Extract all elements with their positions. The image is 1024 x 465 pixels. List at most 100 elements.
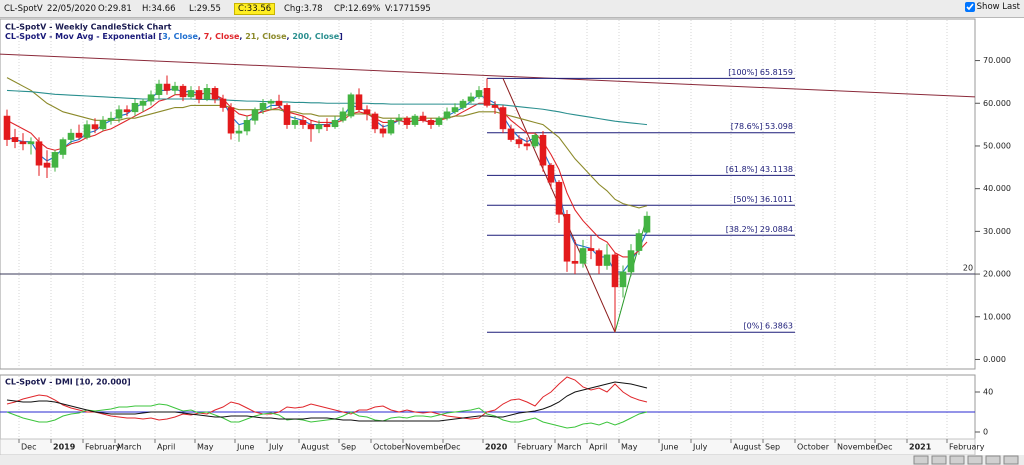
legend-bracket: ] <box>339 32 343 41</box>
bar-high: H:34.66 <box>142 4 176 14</box>
candle-body <box>379 128 387 134</box>
candle-body <box>483 88 491 106</box>
candle-body <box>427 120 435 125</box>
candle-body <box>363 109 371 115</box>
dmi-panel <box>0 374 976 440</box>
candle-body <box>203 88 211 100</box>
candle-body <box>243 120 251 132</box>
candle-body <box>267 100 275 104</box>
chart-title: CL-SpotV - Weekly CandleStick Chart <box>5 23 172 32</box>
candle-body <box>627 250 635 273</box>
price-panel <box>0 18 976 370</box>
candle-body <box>419 115 427 121</box>
fib-label: [61.8%] 43.1138 <box>726 165 793 174</box>
status-bar <box>0 455 1024 465</box>
x-tick-label: February <box>517 443 553 452</box>
show-last[interactable]: Show Last <box>964 2 1020 12</box>
candle-body <box>251 109 259 121</box>
x-tick-label: Dec <box>877 443 892 452</box>
x-tick-label: Dec <box>445 443 460 452</box>
nav-button[interactable] <box>985 455 1001 465</box>
candle-body <box>99 120 107 130</box>
candle-body <box>531 134 539 147</box>
legend-entry: 200, Close <box>292 32 339 41</box>
x-tick-label: March <box>557 443 581 452</box>
y-tick-label: 70.000 <box>983 56 1011 65</box>
x-tick-label: October <box>797 443 830 452</box>
bar-change-pct: CP:12.69% <box>334 4 381 14</box>
bar-low: L:29.55 <box>189 4 221 14</box>
fib-label: [100%] 65.8159 <box>728 68 793 77</box>
candle-body <box>547 164 555 183</box>
y-tick-label: 40.000 <box>983 184 1011 193</box>
x-tick-label: June <box>660 443 679 452</box>
candle-body <box>475 90 483 98</box>
legend-bracket: [ <box>156 32 163 41</box>
nav-button[interactable] <box>913 455 929 465</box>
candle-body <box>195 90 203 100</box>
candle-body <box>499 107 507 130</box>
candle-body <box>283 105 291 125</box>
dmi-line <box>6 403 648 429</box>
candle-body <box>171 85 179 91</box>
candle-body <box>507 128 515 140</box>
candle-body <box>91 124 99 130</box>
y-tick-label: 60.000 <box>983 99 1011 108</box>
x-tick-label: 2020 <box>485 443 508 452</box>
nav-button[interactable] <box>949 455 965 465</box>
dmi-title: CL-SpotV - DMI [10, 20.000] <box>5 378 131 387</box>
candle-body <box>299 120 307 125</box>
nav-button[interactable] <box>1003 455 1019 465</box>
candle-body <box>259 102 267 110</box>
legend-title: CL-SpotV - Mov Avg - Exponential <box>5 32 156 41</box>
candle-body <box>395 117 403 121</box>
candle-body <box>123 109 131 113</box>
candle-body <box>579 248 587 264</box>
show-last-label: Show Last <box>976 2 1020 12</box>
bar-close: C:33.56 <box>234 3 276 15</box>
candle-body <box>107 117 115 121</box>
y-tick-label: 30.000 <box>983 227 1011 236</box>
candle-body <box>611 254 619 288</box>
candle-body <box>539 134 547 166</box>
candle-body <box>179 85 187 98</box>
show-last-checkbox[interactable] <box>964 2 975 12</box>
candle-body <box>451 107 459 113</box>
legend-separator: , <box>239 32 245 41</box>
candle-body <box>563 213 571 262</box>
candle-body <box>643 215 651 233</box>
candle-body <box>403 117 411 125</box>
x-tick-label: April <box>157 443 175 452</box>
candle-body <box>43 162 51 168</box>
candle-body <box>75 132 83 138</box>
candle-body <box>11 137 19 142</box>
fib-label: [50%] 36.1011 <box>733 195 793 204</box>
y-tick-label: 0 <box>983 428 988 437</box>
x-tick-label: April <box>589 443 607 452</box>
candle-body <box>3 115 11 140</box>
y-tick-label: 40 <box>983 388 993 397</box>
nav-button[interactable] <box>931 455 947 465</box>
candle-body <box>435 117 443 125</box>
candle-body <box>555 181 563 215</box>
legend-separator: , <box>287 32 293 41</box>
candle-body <box>35 141 43 166</box>
nav-button[interactable] <box>967 455 983 465</box>
x-tick-label: May <box>197 443 214 452</box>
candle-body <box>411 115 419 125</box>
x-tick-label: July <box>692 443 708 452</box>
y-tick-label: 0.000 <box>983 355 1006 364</box>
y-tick-label: 20.000 <box>983 270 1011 279</box>
y-tick-label: 10.000 <box>983 312 1011 321</box>
candle-body <box>219 98 227 108</box>
candle-body <box>443 111 451 119</box>
bar-open: O:29.81 <box>98 4 132 14</box>
toolbar: CL-SpotV 22/05/2020 O:29.81 H:34.66 L:29… <box>0 0 1024 18</box>
candle-body <box>619 271 627 288</box>
x-tick-label: November <box>837 443 879 452</box>
legend-entry: 7, Close <box>204 32 240 41</box>
candle-body <box>155 83 163 96</box>
x-tick-label: Sep <box>341 443 356 452</box>
